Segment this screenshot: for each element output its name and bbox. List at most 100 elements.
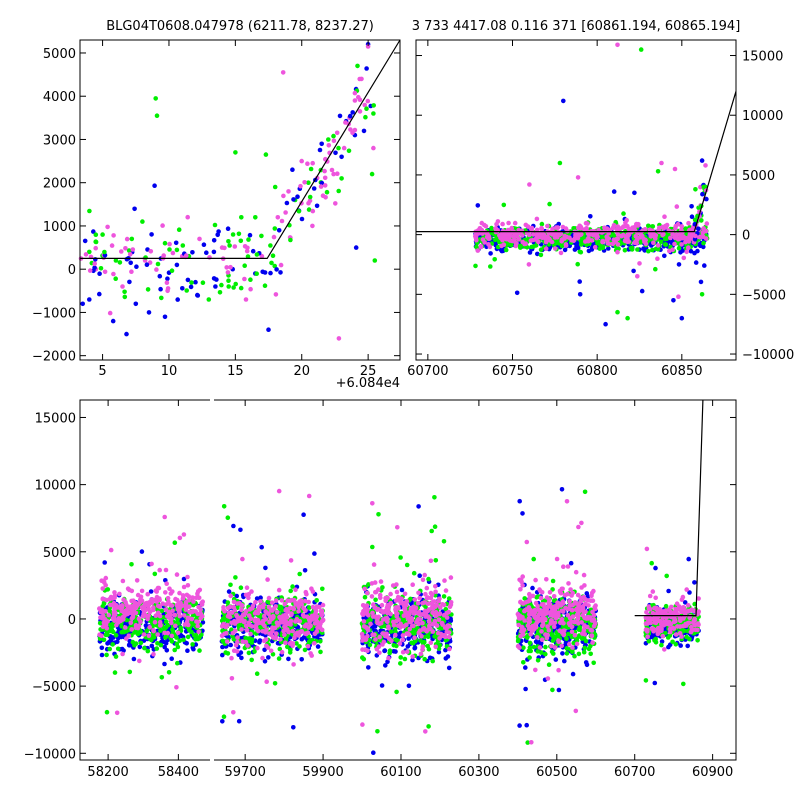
- point-blue: [436, 649, 442, 655]
- point-green: [219, 282, 224, 288]
- point-blue: [577, 292, 583, 297]
- point-green: [579, 636, 585, 641]
- point-pink: [185, 615, 191, 621]
- point-green: [646, 223, 651, 229]
- point-pink: [546, 628, 552, 633]
- top-right-panel: 3 733 4417.08 0.116 371 [60861.194, 6086…: [407, 19, 794, 379]
- point-pink: [225, 270, 231, 275]
- point-green: [308, 166, 314, 172]
- point-green: [87, 249, 92, 255]
- point-blue: [268, 270, 273, 276]
- point-blue: [561, 98, 566, 104]
- point-pink: [111, 233, 116, 238]
- point-pink: [704, 221, 710, 226]
- point-pink: [243, 297, 249, 302]
- point-pink: [322, 183, 328, 188]
- point-blue: [262, 647, 267, 653]
- point-pink: [198, 611, 203, 616]
- point-pink: [166, 599, 171, 605]
- point-pink: [305, 644, 311, 649]
- point-blue: [225, 226, 231, 231]
- point-pink: [114, 622, 119, 628]
- point-pink: [101, 620, 107, 625]
- point-pink: [670, 232, 675, 237]
- point-green: [193, 632, 199, 638]
- point-pink: [558, 250, 564, 256]
- point-pink: [87, 268, 93, 273]
- point-blue: [128, 260, 133, 266]
- point-pink: [586, 238, 591, 244]
- point-pink: [170, 608, 175, 613]
- point-blue: [446, 665, 452, 671]
- point-blue: [586, 248, 592, 254]
- point-pink: [305, 161, 310, 166]
- point-blue: [97, 291, 102, 297]
- point-pink: [286, 189, 291, 194]
- point-pink: [111, 271, 116, 277]
- point-pink: [360, 634, 366, 639]
- point-pink: [564, 234, 570, 240]
- point-green: [638, 240, 644, 245]
- point-pink: [285, 609, 291, 614]
- point-pink: [552, 246, 558, 251]
- point-green: [664, 236, 670, 241]
- point-green: [277, 646, 283, 652]
- point-blue: [427, 655, 433, 661]
- point-green: [162, 240, 168, 246]
- point-pink: [369, 594, 375, 599]
- point-blue: [119, 646, 125, 652]
- point-pink: [426, 601, 432, 606]
- point-pink: [416, 590, 421, 596]
- point-pink: [131, 606, 137, 612]
- point-pink: [592, 244, 598, 250]
- point-pink: [417, 612, 422, 617]
- point-pink: [518, 587, 523, 592]
- point-blue: [214, 277, 219, 282]
- point-pink: [256, 606, 262, 611]
- point-pink: [93, 245, 98, 251]
- point-pink: [443, 588, 449, 593]
- point-green: [539, 221, 545, 227]
- top-right-points: [473, 42, 710, 327]
- point-pink: [122, 613, 127, 619]
- point-green: [306, 207, 312, 212]
- point-green: [254, 671, 260, 676]
- point-pink: [370, 610, 375, 616]
- tr-xtick-label-60850: 60850: [661, 364, 702, 379]
- point-pink: [247, 622, 252, 628]
- point-blue: [562, 247, 568, 253]
- point-blue: [286, 656, 291, 662]
- point-pink: [446, 609, 452, 615]
- point-pink: [550, 228, 555, 234]
- point-pink: [530, 593, 536, 599]
- point-pink: [509, 225, 514, 231]
- point-green: [426, 576, 431, 582]
- point-pink: [123, 608, 129, 613]
- point-pink: [244, 627, 250, 633]
- point-green: [629, 245, 635, 251]
- point-blue: [527, 250, 533, 255]
- point-pink: [524, 539, 530, 545]
- point-blue: [701, 244, 706, 250]
- point-pink: [563, 226, 569, 231]
- point-green: [154, 113, 160, 118]
- point-pink: [527, 619, 532, 625]
- point-pink: [384, 618, 390, 623]
- point-pink: [181, 532, 187, 537]
- point-pink: [370, 501, 375, 506]
- point-pink: [108, 602, 113, 608]
- point-pink: [352, 127, 358, 133]
- point-pink: [245, 643, 250, 648]
- point-green: [206, 297, 212, 302]
- point-pink: [539, 227, 545, 232]
- point-green: [226, 278, 231, 284]
- point-pink: [551, 594, 557, 599]
- top-left-points: [78, 42, 378, 341]
- point-pink: [572, 632, 578, 638]
- point-green: [411, 631, 417, 636]
- point-pink: [242, 276, 247, 282]
- point-blue: [406, 683, 412, 689]
- point-blue: [347, 113, 353, 119]
- point-pink: [306, 599, 312, 605]
